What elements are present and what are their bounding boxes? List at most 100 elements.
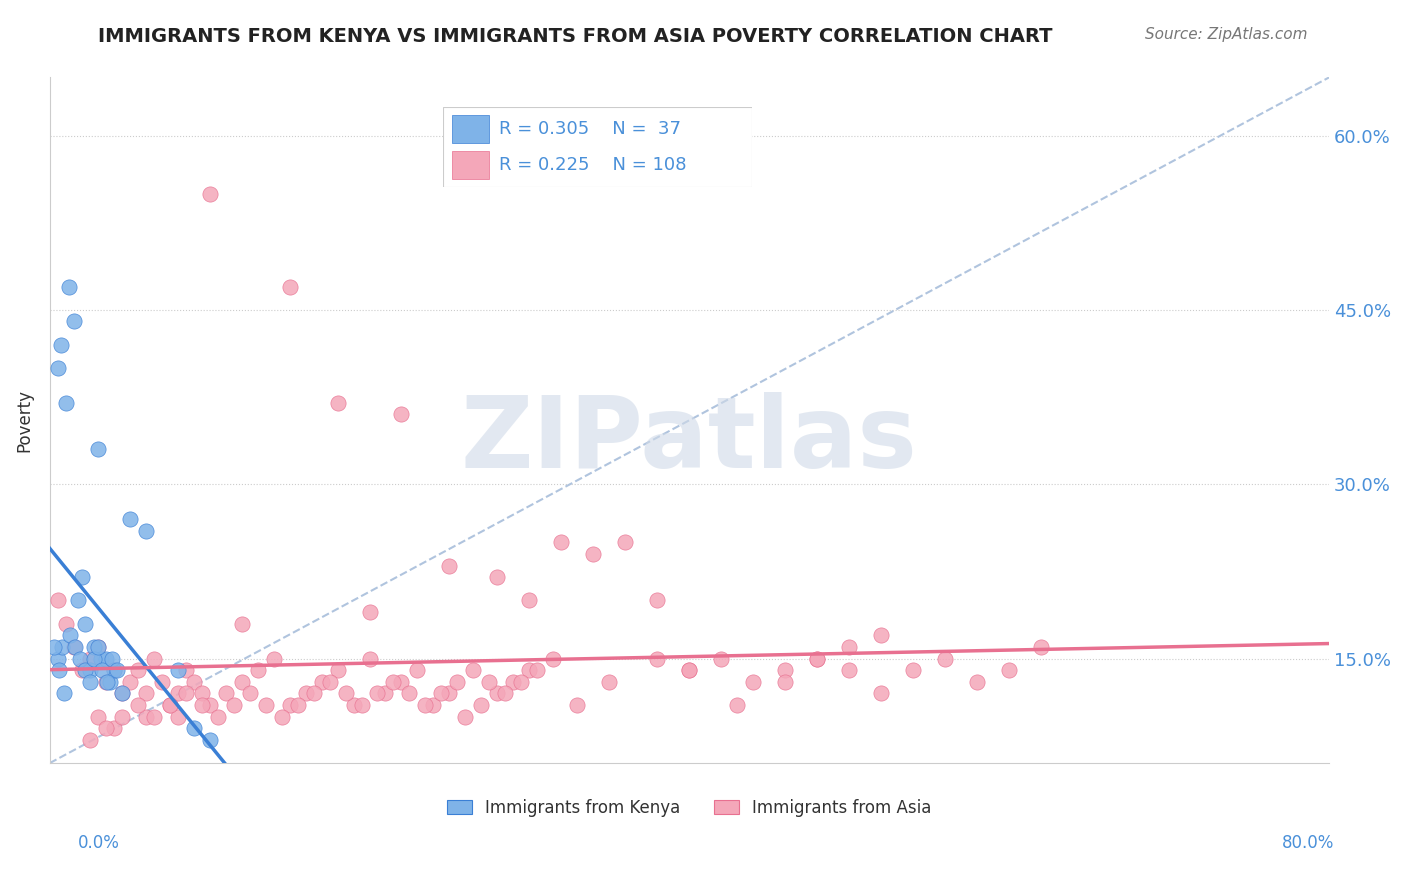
Point [406, 663, 429, 677]
Point [302, 686, 325, 700]
Point [65, 640, 87, 654]
Bar [453, 151, 489, 179]
Point [391, 674, 413, 689]
Point [94, 674, 117, 689]
Point [519, 593, 541, 607]
Point [94, 651, 117, 665]
Point [53, 686, 76, 700]
Point [190, 686, 212, 700]
Point [101, 651, 124, 665]
Text: R = 0.225    N = 108: R = 0.225 N = 108 [499, 156, 686, 174]
Point [710, 651, 733, 665]
Point [142, 709, 165, 723]
Point [174, 663, 197, 677]
Point [287, 698, 309, 712]
Point [398, 686, 420, 700]
Point [118, 512, 141, 526]
Point [519, 663, 541, 677]
Point [567, 698, 589, 712]
Point [51, 640, 73, 654]
Point [439, 558, 461, 573]
Point [79, 732, 101, 747]
Point [359, 651, 381, 665]
FancyBboxPatch shape [443, 107, 752, 187]
Point [62, 314, 84, 328]
Point [73, 616, 96, 631]
Point [44, 640, 66, 654]
Point [46, 361, 69, 376]
Point [278, 279, 301, 293]
Point [326, 663, 349, 677]
Point [69, 651, 91, 665]
Point [48, 663, 70, 677]
Point [135, 686, 157, 700]
Text: ZIPatlas: ZIPatlas [461, 392, 918, 490]
Point [96, 674, 118, 689]
Text: Source: ZipAtlas.com: Source: ZipAtlas.com [1144, 27, 1308, 42]
Y-axis label: Poverty: Poverty [15, 389, 32, 451]
Point [127, 663, 149, 677]
Point [94, 721, 117, 735]
Point [598, 674, 620, 689]
Point [73, 663, 96, 677]
Point [647, 593, 669, 607]
Point [725, 698, 748, 712]
Point [214, 686, 236, 700]
Point [231, 616, 253, 631]
Point [502, 674, 524, 689]
Point [446, 674, 468, 689]
Point [486, 570, 509, 584]
Point [342, 698, 364, 712]
Point [614, 535, 637, 549]
Point [86, 640, 108, 654]
Point [543, 651, 565, 665]
Point [118, 674, 141, 689]
Point [775, 663, 797, 677]
Point [470, 698, 492, 712]
Text: 80.0%: 80.0% [1281, 834, 1334, 852]
Point [678, 663, 700, 677]
Point [222, 698, 245, 712]
Point [374, 686, 396, 700]
Point [135, 524, 157, 538]
Point [111, 709, 134, 723]
Point [678, 663, 700, 677]
Text: 0.0%: 0.0% [77, 834, 120, 852]
Point [198, 186, 221, 201]
Point [111, 686, 134, 700]
Point [366, 686, 388, 700]
Point [46, 651, 69, 665]
Point [86, 640, 108, 654]
Point [59, 628, 82, 642]
Point [79, 674, 101, 689]
Point [806, 651, 828, 665]
Point [166, 686, 188, 700]
Point [311, 674, 333, 689]
Point [382, 674, 405, 689]
Point [79, 663, 101, 677]
Point [254, 698, 277, 712]
Point [55, 616, 77, 631]
Point [70, 663, 93, 677]
Point [582, 547, 605, 561]
Point [278, 698, 301, 712]
Point [150, 674, 173, 689]
Point [526, 663, 548, 677]
Point [207, 709, 229, 723]
Point [103, 663, 125, 677]
Point [103, 663, 125, 677]
Point [422, 698, 444, 712]
Point [105, 663, 128, 677]
Point [49, 337, 72, 351]
Point [55, 396, 77, 410]
Point [806, 651, 828, 665]
Point [90, 651, 112, 665]
Point [83, 640, 105, 654]
Point [70, 570, 93, 584]
Point [486, 686, 509, 700]
Point [91, 663, 114, 677]
Point [246, 663, 269, 677]
Point [294, 686, 316, 700]
Point [100, 674, 122, 689]
Point [742, 674, 765, 689]
